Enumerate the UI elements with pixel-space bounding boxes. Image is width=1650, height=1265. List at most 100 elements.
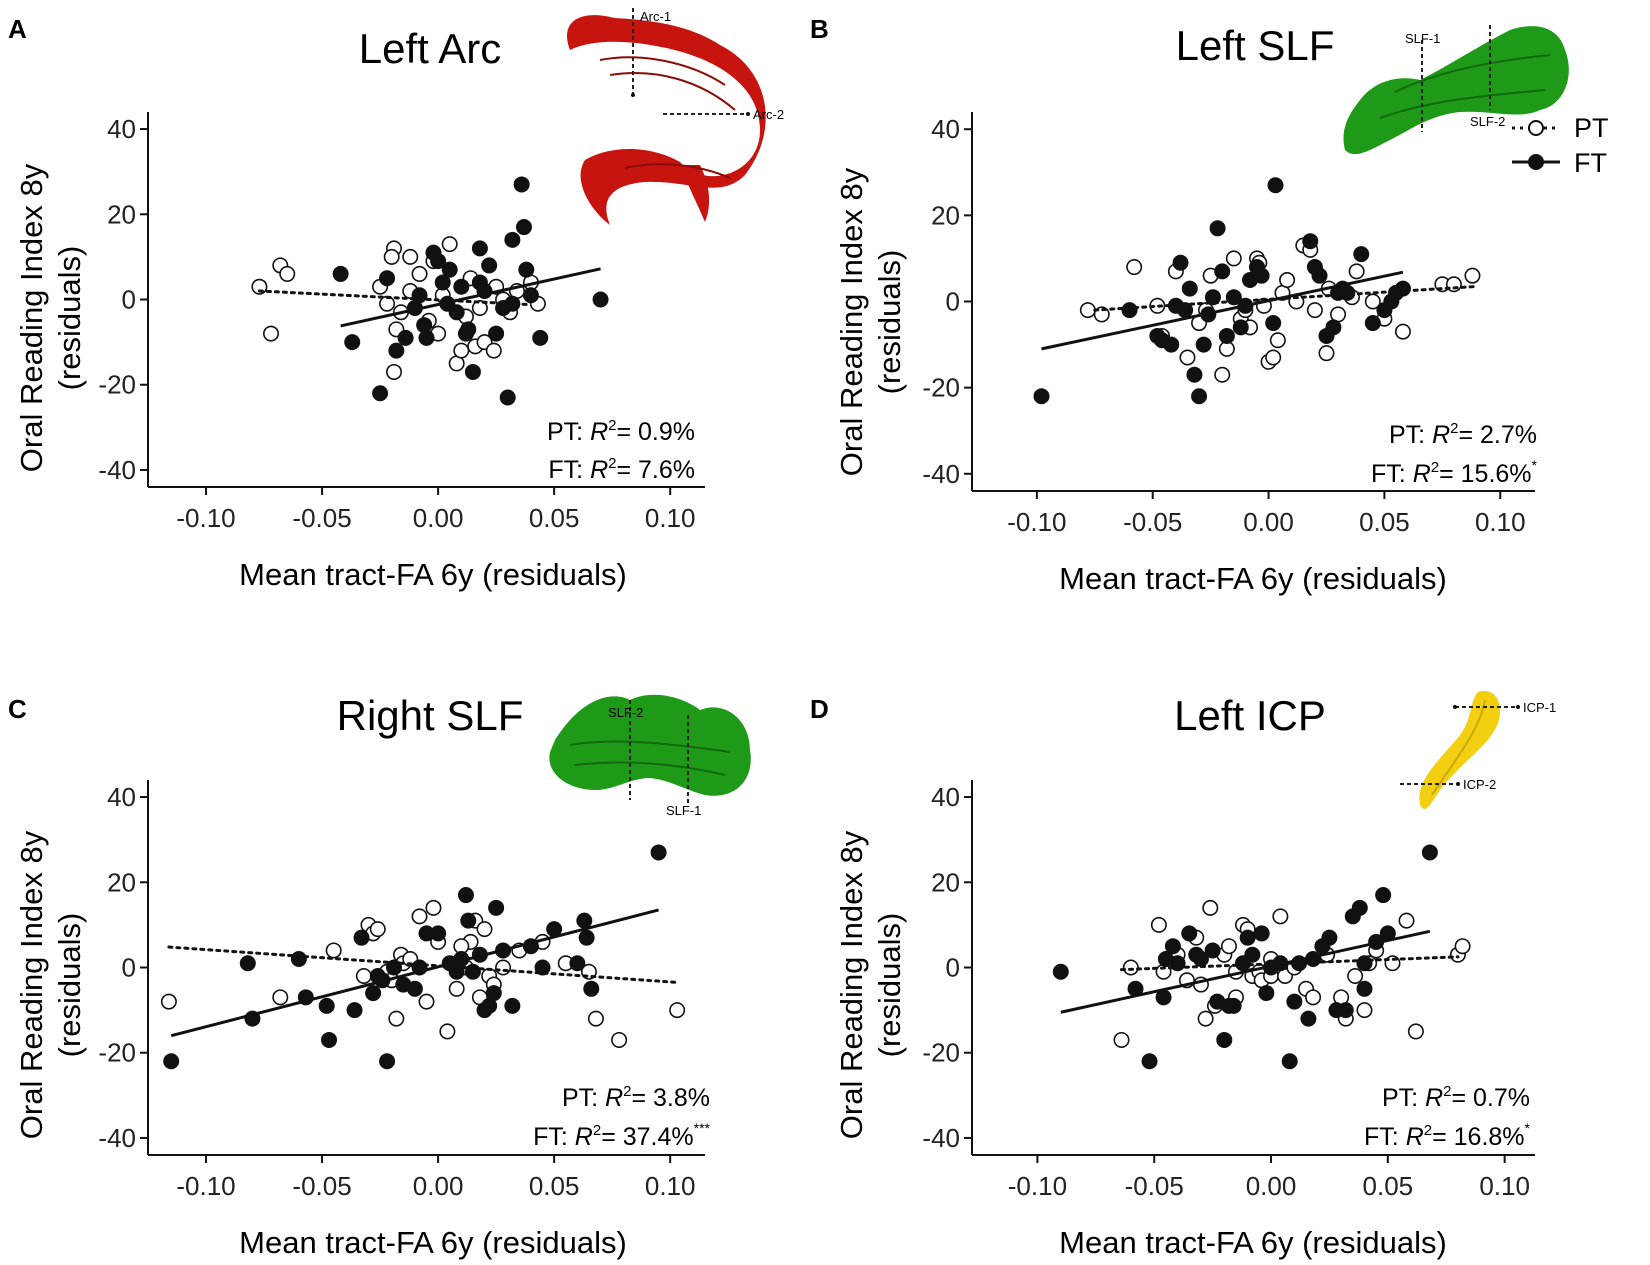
plot-area-c: 40 20 0 -20 -40 -0.10 -0.05 0.00 0.05 0.10 <box>98 780 705 1201</box>
plot-area-a: 40 20 0 -20 -40 -0.10 -0.05 0.00 0.05 0.10 <box>98 112 705 533</box>
pt-data-point <box>1306 302 1323 319</box>
x-tick-label: -0.05 <box>292 503 351 533</box>
x-tick-label: -0.10 <box>176 1171 235 1201</box>
ft-data-point <box>1239 929 1256 946</box>
ft-data-point <box>1186 366 1203 383</box>
ft-data-point <box>1258 985 1275 1002</box>
ft-data-point <box>1204 289 1221 306</box>
x-tick-label: 0.05 <box>529 503 580 533</box>
ft-data-point <box>416 317 433 334</box>
ft-data-point <box>1121 302 1138 319</box>
y-tick-label: 0 <box>122 285 136 315</box>
ft-data-point <box>1204 942 1221 959</box>
ft-data-point <box>1267 177 1284 194</box>
ft-data-point <box>457 887 474 904</box>
tract-label: ICP-2 <box>1463 777 1496 792</box>
tract-label: Arc-1 <box>640 9 671 24</box>
ft-data-point <box>1286 993 1303 1010</box>
pt-data-point <box>1305 989 1322 1006</box>
pt-data-point <box>383 248 400 265</box>
pt-data-point <box>425 899 442 916</box>
tract-label: ICP-1 <box>1523 700 1556 715</box>
pt-data-point <box>1122 959 1139 976</box>
ft-data-point <box>430 925 447 942</box>
x-tick-label: 0.10 <box>645 1171 696 1201</box>
ft-data-point <box>1225 997 1242 1014</box>
ft-data-point <box>1300 1010 1317 1027</box>
y-tick-label: -40 <box>922 1123 960 1153</box>
y-tick-label: 0 <box>946 953 960 983</box>
legend-item-ft: FT <box>1512 148 1607 178</box>
ft-fit-line <box>170 908 659 1038</box>
ft-data-point <box>1164 938 1181 955</box>
pt-data-point <box>160 993 177 1010</box>
ft-data-point <box>434 274 451 291</box>
ft-data-point <box>569 955 586 972</box>
x-tick-label: 0.05 <box>1359 507 1410 537</box>
x-tick-label: -0.05 <box>1125 1171 1184 1201</box>
ft-data-point <box>1163 336 1180 353</box>
tract-illustration-b: SLF-1 SLF-2 <box>1343 25 1569 155</box>
y-tick-label: 0 <box>122 953 136 983</box>
ft-data-point <box>1311 267 1328 284</box>
tract-label: Arc-2 <box>753 107 784 122</box>
plot-area-d: 40 20 0 -20 -40 -0.10 -0.05 0.00 0.05 0.10 <box>922 780 1535 1201</box>
pt-data-point <box>1348 263 1365 280</box>
x-tick-label: 0.10 <box>645 503 696 533</box>
ft-data-point <box>534 959 551 976</box>
pt-data-point <box>1318 345 1335 362</box>
r2-pt-label: PT: R2= 3.8% <box>562 1083 710 1112</box>
y-axis-label-a-line1: Oral Reading Index 8y <box>14 163 49 472</box>
y-tick-label: 20 <box>931 867 960 897</box>
ft-data-point <box>1351 899 1368 916</box>
pt-data-point <box>1464 267 1481 284</box>
ft-data-point <box>418 329 435 346</box>
ft-data-point <box>504 295 521 312</box>
r2-pt-label: PT: R2= 2.7% <box>1389 420 1537 449</box>
pt-data-point <box>1279 271 1296 288</box>
pt-data-point <box>1079 302 1096 319</box>
ft-data-point <box>321 1031 338 1048</box>
pt-data-point <box>471 300 488 317</box>
chart-title-a: Left Arc <box>359 25 501 72</box>
y-axis-label-c-line1: Oral Reading Index 8y <box>14 830 49 1139</box>
x-tick-label: 0.10 <box>1475 507 1526 537</box>
ft-data-point <box>1281 1053 1298 1070</box>
ft-data-point <box>163 1053 180 1070</box>
ft-data-point <box>441 261 458 278</box>
pt-data-point <box>279 265 296 282</box>
pt-data-point <box>402 248 419 265</box>
pt-data-point <box>1220 938 1237 955</box>
pt-data-point <box>448 980 465 997</box>
ft-data-point <box>578 929 595 946</box>
panel-b: B Left SLF SLF-1 SLF-2 PT FT 402 <box>810 14 1609 596</box>
ft-data-point <box>365 985 382 1002</box>
ft-data-point <box>1265 315 1282 332</box>
x-tick-label: -0.05 <box>292 1171 351 1201</box>
pt-data-point <box>476 921 493 938</box>
ft-data-point <box>471 240 488 257</box>
ft-data-point <box>386 959 403 976</box>
ft-data-point <box>1214 263 1231 280</box>
ft-data-point <box>504 997 521 1014</box>
ft-data-point <box>430 253 447 270</box>
pt-fit-line <box>257 289 533 307</box>
legend-label-pt: PT <box>1574 113 1609 143</box>
ft-data-point <box>1181 925 1198 942</box>
pt-data-point <box>1347 968 1364 985</box>
ft-data-point <box>453 278 470 295</box>
ft-data-point <box>1216 1031 1233 1048</box>
chart-title-d: Left ICP <box>1174 692 1326 739</box>
y-tick-label: -20 <box>98 1038 136 1068</box>
pt-data-point <box>1272 908 1289 925</box>
x-axis-label-d: Mean tract-FA 6y (residuals) <box>1059 1225 1447 1260</box>
ft-data-point <box>1339 284 1356 301</box>
chart-title-c: Right SLF <box>337 692 524 739</box>
y-axis-label-a-line2: (residuals) <box>52 246 87 391</box>
pt-data-point <box>355 968 372 985</box>
pt-data-point <box>1407 1023 1424 1040</box>
pt-data-point <box>1454 938 1471 955</box>
r2-pt-label: PT: R2= 0.7% <box>1382 1083 1530 1112</box>
panel-d: D Left ICP ICP-1 ICP-2 40 20 0 -20 -40 -0.10 -… <box>810 690 1556 1260</box>
x-tick-label: 0.10 <box>1479 1171 1530 1201</box>
